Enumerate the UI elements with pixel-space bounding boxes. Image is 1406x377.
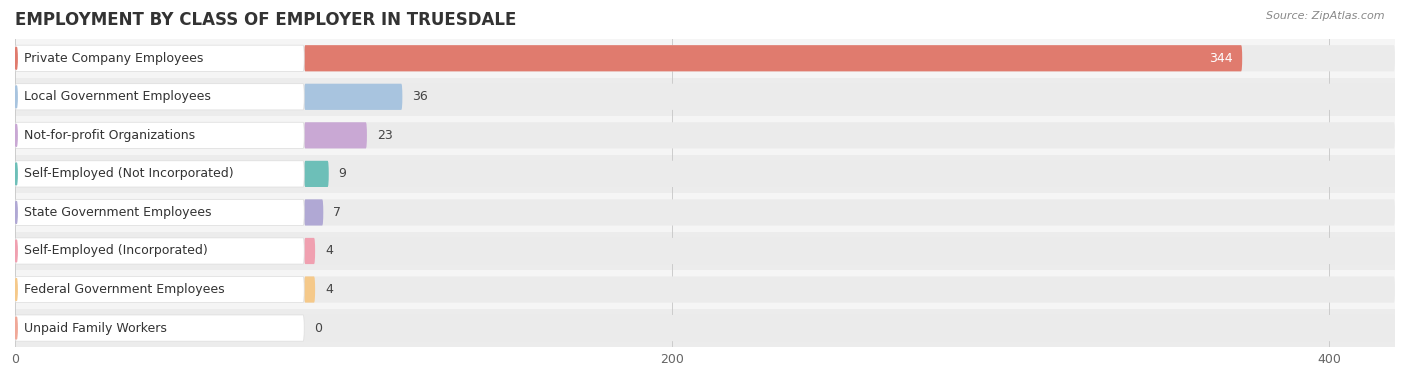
- FancyBboxPatch shape: [304, 122, 367, 149]
- FancyBboxPatch shape: [15, 116, 1395, 155]
- Circle shape: [15, 86, 17, 108]
- FancyBboxPatch shape: [15, 232, 1395, 270]
- FancyBboxPatch shape: [15, 84, 304, 110]
- FancyBboxPatch shape: [304, 276, 315, 303]
- Text: 23: 23: [377, 129, 392, 142]
- Circle shape: [15, 240, 17, 262]
- Text: Source: ZipAtlas.com: Source: ZipAtlas.com: [1267, 11, 1385, 21]
- FancyBboxPatch shape: [15, 199, 1395, 225]
- FancyBboxPatch shape: [15, 39, 1395, 78]
- FancyBboxPatch shape: [15, 161, 1395, 187]
- FancyBboxPatch shape: [304, 238, 315, 264]
- FancyBboxPatch shape: [15, 238, 304, 264]
- Text: Self-Employed (Incorporated): Self-Employed (Incorporated): [24, 244, 208, 257]
- Text: 36: 36: [412, 90, 427, 103]
- FancyBboxPatch shape: [304, 45, 1241, 71]
- FancyBboxPatch shape: [15, 155, 1395, 193]
- FancyBboxPatch shape: [15, 161, 304, 187]
- FancyBboxPatch shape: [304, 84, 402, 110]
- FancyBboxPatch shape: [15, 45, 1395, 71]
- FancyBboxPatch shape: [15, 122, 1395, 149]
- FancyBboxPatch shape: [15, 122, 304, 149]
- Text: Private Company Employees: Private Company Employees: [24, 52, 204, 65]
- FancyBboxPatch shape: [15, 315, 304, 341]
- FancyBboxPatch shape: [15, 193, 1395, 232]
- FancyBboxPatch shape: [15, 238, 1395, 264]
- FancyBboxPatch shape: [15, 276, 304, 303]
- Circle shape: [15, 278, 17, 301]
- FancyBboxPatch shape: [15, 78, 1395, 116]
- Text: 344: 344: [1209, 52, 1232, 65]
- Circle shape: [15, 317, 17, 339]
- Text: 4: 4: [325, 283, 333, 296]
- FancyBboxPatch shape: [15, 309, 1395, 347]
- FancyBboxPatch shape: [15, 270, 1395, 309]
- FancyBboxPatch shape: [304, 199, 323, 225]
- Text: 9: 9: [339, 167, 346, 181]
- Circle shape: [15, 201, 17, 224]
- FancyBboxPatch shape: [15, 45, 304, 71]
- Text: 0: 0: [314, 322, 322, 334]
- Text: Unpaid Family Workers: Unpaid Family Workers: [24, 322, 167, 334]
- FancyBboxPatch shape: [15, 84, 1395, 110]
- FancyBboxPatch shape: [304, 161, 329, 187]
- Circle shape: [15, 124, 17, 147]
- FancyBboxPatch shape: [15, 276, 1395, 303]
- FancyBboxPatch shape: [15, 199, 304, 225]
- Text: Self-Employed (Not Incorporated): Self-Employed (Not Incorporated): [24, 167, 233, 181]
- Text: 7: 7: [333, 206, 342, 219]
- Circle shape: [15, 163, 17, 185]
- Text: State Government Employees: State Government Employees: [24, 206, 211, 219]
- Text: Federal Government Employees: Federal Government Employees: [24, 283, 225, 296]
- Text: EMPLOYMENT BY CLASS OF EMPLOYER IN TRUESDALE: EMPLOYMENT BY CLASS OF EMPLOYER IN TRUES…: [15, 11, 516, 29]
- Text: Local Government Employees: Local Government Employees: [24, 90, 211, 103]
- Text: 4: 4: [325, 244, 333, 257]
- Text: Not-for-profit Organizations: Not-for-profit Organizations: [24, 129, 195, 142]
- Circle shape: [15, 47, 17, 69]
- FancyBboxPatch shape: [15, 315, 1395, 341]
